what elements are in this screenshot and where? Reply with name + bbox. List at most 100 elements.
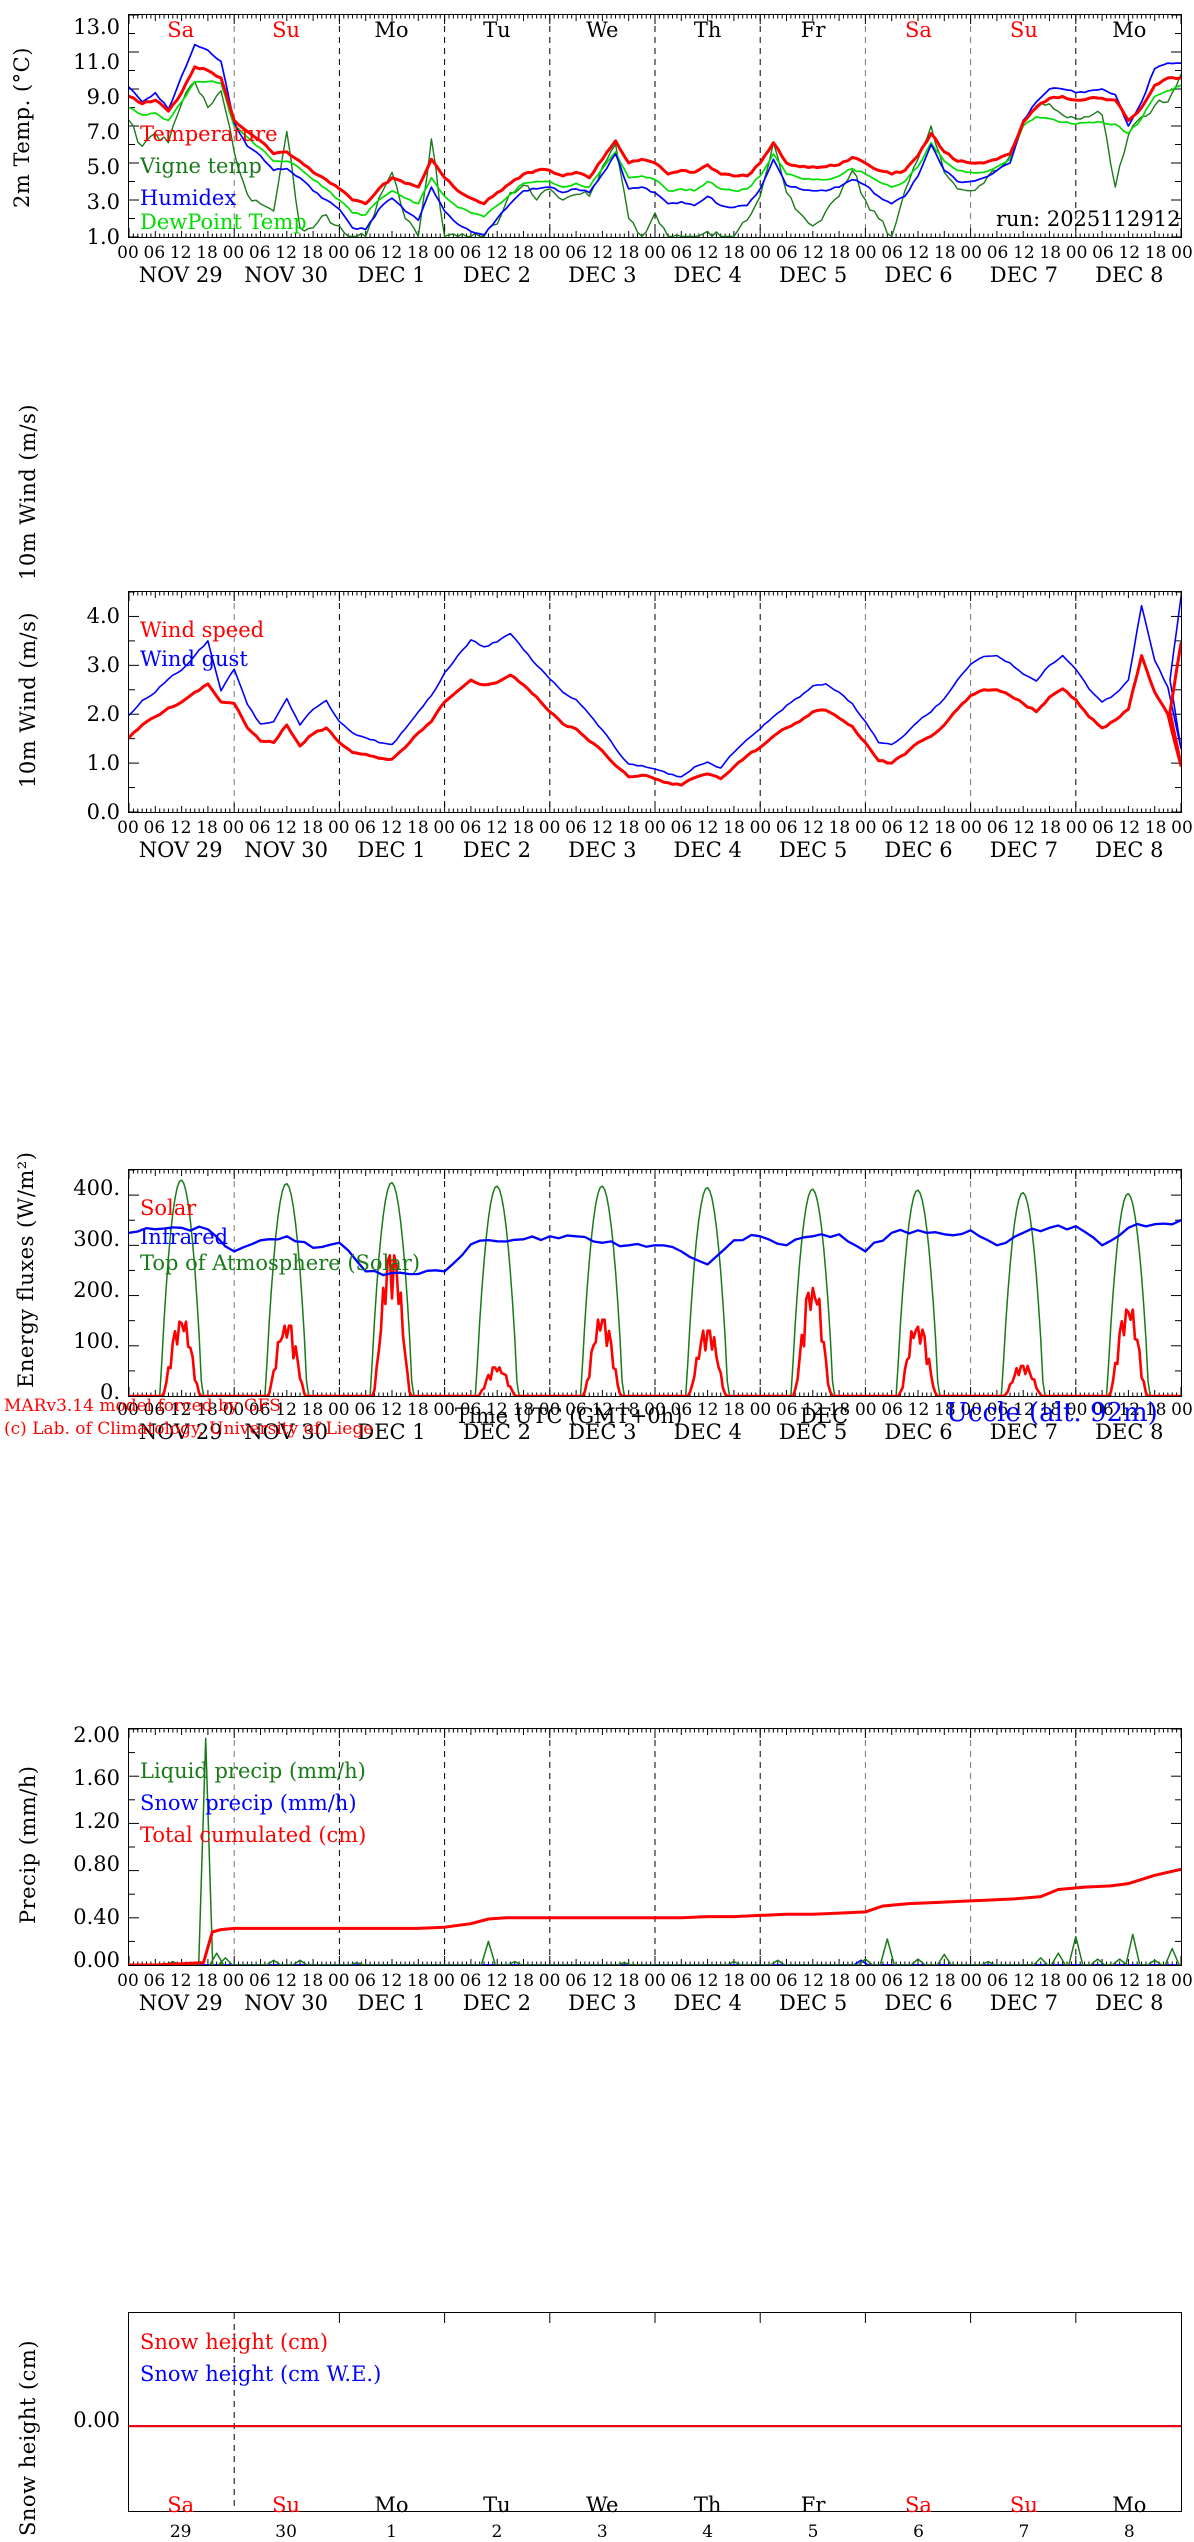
hour-tick-label: 06: [670, 243, 693, 263]
hour-tick-label: 18: [1144, 243, 1167, 263]
hour-tick-label: 00: [117, 818, 139, 838]
hour-tick-label: 06: [1092, 818, 1114, 838]
wind-ytick-2: 2.0: [86, 702, 120, 726]
hour-tick-label: 12: [591, 1400, 614, 1420]
day-label: DEC 1: [357, 263, 426, 287]
day-label: DEC 2: [462, 263, 532, 287]
day-label: DEC 6: [884, 1991, 953, 2015]
legend-dewpoint-temp: DewPoint Temp: [140, 210, 307, 234]
hour-tick-label: 18: [617, 243, 640, 263]
hour-tick-label: 00: [433, 243, 456, 263]
legend-snow-height-we: Snow height (cm W.E.): [140, 2362, 382, 2386]
energy-ytick-400: 400.: [73, 1176, 120, 1200]
weekday-label: Mo: [1112, 2493, 1147, 2517]
day-label: DEC 8: [1095, 1991, 1164, 2015]
hour-tick-label: 06: [459, 1400, 482, 1420]
bottom-day-number: 4: [702, 2522, 714, 2542]
hour-tick-label: 06: [986, 818, 1009, 838]
hour-tick-label: 06: [775, 1971, 798, 1991]
bottom-day-number: 30: [275, 2522, 297, 2542]
hour-tick-label: 12: [907, 243, 930, 263]
day-label: NOV 29: [138, 1991, 223, 2015]
panel-wind: 10m Wind (m/s) 10m Wind (m/s) 4.0 3.0 2.…: [0, 290, 1194, 862]
hour-tick-label: 18: [301, 1400, 324, 1420]
temp-ytick-7: 7.0: [86, 120, 120, 144]
hour-tick-label: 18: [407, 1400, 429, 1420]
hour-tick-label: 12: [907, 1971, 930, 1991]
hour-tick-label: 00: [960, 818, 983, 838]
hour-tick-label: 06: [143, 1971, 166, 1991]
weekday-label: Su: [272, 2493, 301, 2517]
temp-ytick-1: 1.0: [86, 225, 120, 249]
hour-tick-label: 18: [1039, 243, 1062, 263]
hour-tick-label: 00: [222, 1971, 245, 1991]
energy-ytick-200: 200.: [73, 1278, 120, 1302]
panel-temperature: 2m Temp. (°C) 13.0 11.0 9.0 7.0 5.0 3.0 …: [0, 0, 1194, 290]
legend-top-of-atmosphere: Top of Atmosphere (Solar): [140, 1251, 421, 1275]
hour-tick-label: 00: [644, 1971, 666, 1991]
hour-tick-label: 18: [512, 1400, 535, 1420]
temp-weekday-row: Sa Su Mo Tu We Th Fr Sa Su Mo: [0, 18, 1194, 42]
weekday-label: Su: [272, 18, 301, 42]
wind-hour-tick-row: 00 06 12 18 00 06 12 18 00 06 12 18 00 06 12 18 00 06 12 18…: [0, 818, 1194, 838]
hour-tick-label: 18: [828, 818, 851, 838]
weekday-label: Mo: [374, 18, 409, 42]
hour-tick-label: 00: [433, 1400, 456, 1420]
hour-tick-label: 18: [301, 818, 324, 838]
hour-tick-label: 12: [591, 243, 614, 263]
hour-tick-label: 18: [196, 1400, 218, 1420]
wind-ytick-0: 0.0: [86, 800, 120, 824]
hour-tick-label: 18: [828, 243, 851, 263]
day-label: DEC 3: [568, 263, 637, 287]
hour-tick-label: 00: [327, 818, 350, 838]
hour-tick-label: 00: [644, 818, 666, 838]
hour-tick-label: 12: [696, 1400, 719, 1420]
day-label: DEC 5: [778, 263, 848, 287]
hour-tick-label: 12: [1013, 243, 1035, 263]
hour-tick-label: 06: [248, 818, 271, 838]
hour-tick-label: 00: [327, 243, 350, 263]
hour-tick-label: 18: [1039, 818, 1062, 838]
day-label: DEC 4: [673, 1991, 742, 2015]
weekday-label: Sa: [905, 2493, 932, 2517]
hour-tick-label: 06: [775, 243, 798, 263]
hour-tick-label: 12: [802, 243, 824, 263]
hour-tick-label: 00: [1171, 1400, 1193, 1420]
precip-ytick-080: 0.80: [73, 1852, 120, 1876]
hour-tick-label: 12: [169, 243, 192, 263]
weekday-label: Fr: [800, 2493, 826, 2517]
hour-tick-label: 12: [802, 818, 824, 838]
hour-tick-label: 06: [775, 1400, 798, 1420]
hour-tick-label: 18: [301, 1971, 324, 1991]
wind-ytick-3: 3.0: [86, 653, 120, 677]
day-label: DEC 6: [884, 263, 953, 287]
hour-tick-label: 12: [169, 1400, 192, 1420]
hour-tick-label: 06: [459, 1971, 482, 1991]
weekday-label: Su: [1009, 2493, 1038, 2517]
hour-tick-label: 00: [960, 1400, 983, 1420]
hour-tick-label: 00: [1065, 818, 1088, 838]
hour-tick-label: 00: [749, 243, 772, 263]
legend-solar: Solar: [140, 1196, 197, 1220]
temp-day-label-row: NOV 29 NOV 30 DEC 1 DEC 2 DEC 3 DEC 4 DEC 5 DEC…: [0, 263, 1194, 287]
hour-tick-label: 12: [486, 1971, 508, 1991]
day-label: DEC 2: [462, 838, 532, 862]
hour-tick-label: 06: [986, 243, 1009, 263]
hour-tick-label: 12: [275, 1971, 297, 1991]
hour-tick-label: 18: [407, 818, 429, 838]
panel-precip: Precip (mm/h) 2.00 1.60 1.20 0.80 0.40 0…: [0, 860, 1194, 2015]
hour-tick-label: 18: [723, 1400, 745, 1420]
hour-tick-label: 00: [854, 243, 877, 263]
hour-tick-label: 18: [1039, 1971, 1062, 1991]
hour-tick-label: 18: [828, 1971, 851, 1991]
legend-wind-gust: Wind gust: [140, 647, 248, 671]
day-label: NOV 30: [244, 838, 328, 862]
day-label: DEC 5: [778, 1991, 848, 2015]
weekday-label: Sa: [905, 18, 932, 42]
day-label: DEC 5: [778, 838, 848, 862]
temp-ytick-9: 9.0: [86, 85, 120, 109]
hour-tick-label: 00: [1171, 818, 1193, 838]
weekday-label: Sa: [167, 2493, 195, 2517]
hour-tick-label: 00: [117, 1400, 139, 1420]
hour-tick-label: 18: [934, 243, 956, 263]
